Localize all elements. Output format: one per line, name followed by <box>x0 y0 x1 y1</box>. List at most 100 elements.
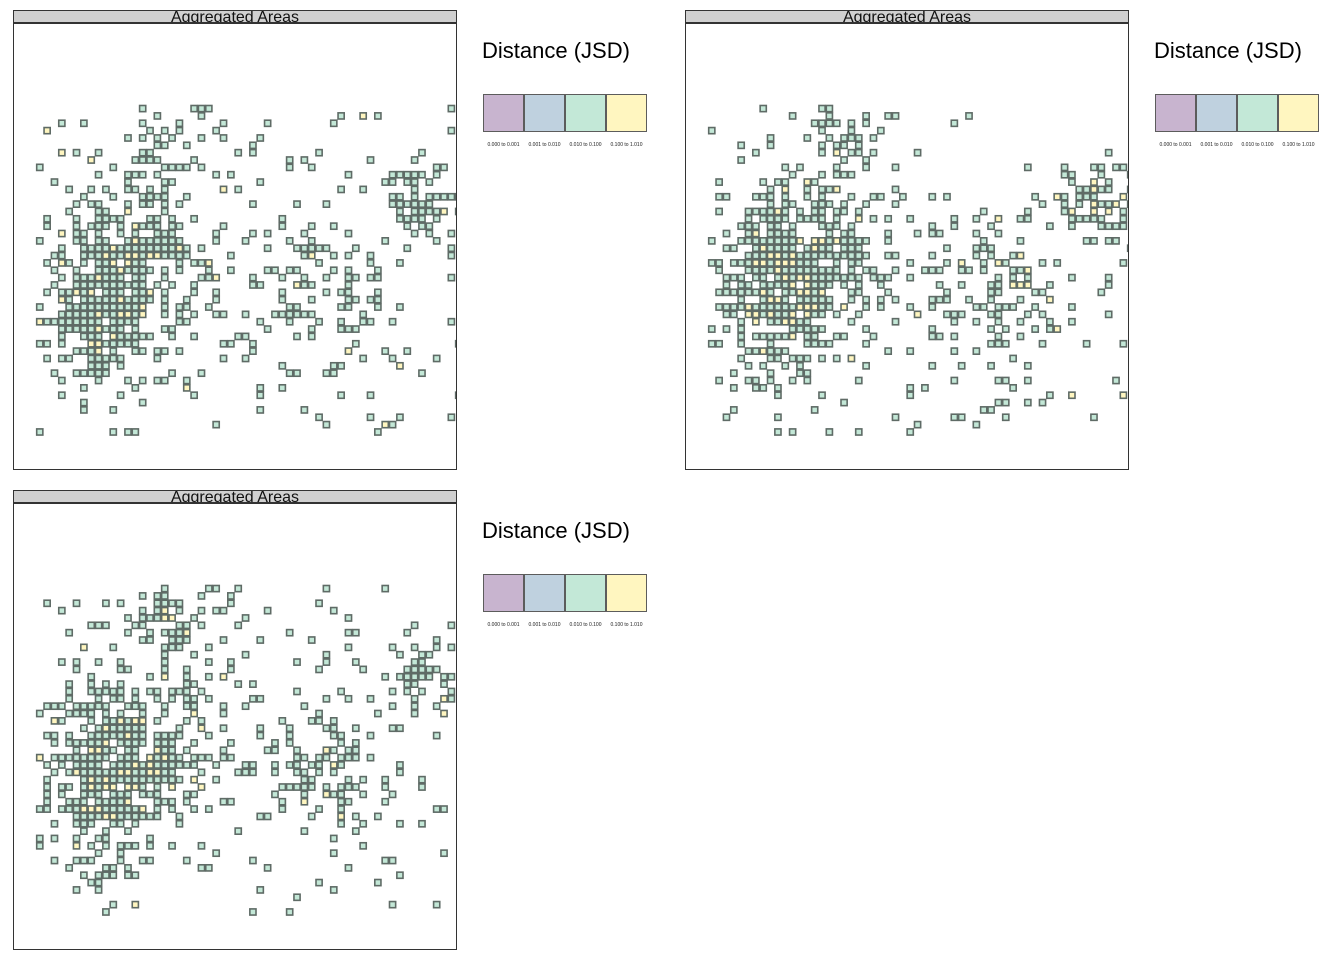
area-cell <box>766 222 775 231</box>
legend-label-class-4: 0.100 to 1.010 <box>610 622 643 628</box>
area-cell <box>80 229 88 238</box>
area-cell <box>175 819 184 828</box>
area-cell <box>138 731 147 740</box>
area-cell <box>737 237 746 245</box>
area-cell <box>876 273 885 282</box>
area-cell <box>124 841 132 850</box>
area-cell <box>43 317 51 326</box>
area-cell <box>972 347 981 355</box>
area-cell <box>256 406 265 414</box>
area-cell <box>344 753 353 762</box>
area-cell <box>744 251 753 260</box>
area-cell <box>832 310 841 319</box>
area-cell <box>94 339 103 348</box>
area-cell <box>168 222 176 231</box>
area-cell <box>788 376 797 385</box>
area-cell <box>1045 391 1054 400</box>
area-cell <box>913 420 922 429</box>
area-cell <box>175 237 184 245</box>
area-cell <box>293 753 301 762</box>
area-cell <box>190 805 199 813</box>
area-cell <box>774 281 782 289</box>
area-cell <box>43 805 51 813</box>
area-cell <box>388 420 397 429</box>
area-cell <box>263 863 272 872</box>
area-cell <box>131 317 140 326</box>
area-cell <box>175 222 184 231</box>
area-cell <box>72 237 81 245</box>
area-cell <box>869 332 878 341</box>
area-cell <box>729 369 738 378</box>
area-cell <box>337 819 345 828</box>
area-cell <box>65 768 74 777</box>
area-cell <box>388 178 397 186</box>
area-cell <box>1068 391 1076 400</box>
area-cell <box>197 592 206 600</box>
area-cell <box>418 775 426 784</box>
area-cell <box>204 259 213 267</box>
area-cell <box>278 310 287 319</box>
area-cell <box>87 702 96 711</box>
area-cell <box>94 317 103 326</box>
area-cell <box>818 288 826 297</box>
area-cell <box>737 222 746 231</box>
area-cell <box>869 214 878 223</box>
area-cell <box>766 237 775 245</box>
area-cell <box>227 658 235 666</box>
area-cell <box>102 266 110 275</box>
area-cell <box>256 391 265 400</box>
area-cell <box>168 628 176 637</box>
area-cell <box>759 192 768 201</box>
area-cell <box>344 783 353 791</box>
area-cell <box>722 244 731 253</box>
area-cell <box>175 347 184 355</box>
area-cell <box>994 281 1003 289</box>
area-cell <box>1009 281 1017 289</box>
area-cell <box>744 214 753 223</box>
area-cell <box>344 325 353 333</box>
area-cell <box>87 709 96 718</box>
area-cell <box>788 251 797 260</box>
area-cell <box>138 812 147 821</box>
area-cell <box>102 841 110 850</box>
area-cell <box>329 761 338 769</box>
area-cell <box>131 229 140 238</box>
area-cell <box>190 281 199 289</box>
area-cell <box>810 178 819 186</box>
area-cell <box>256 812 265 821</box>
area-cell <box>138 281 147 289</box>
area-cell <box>160 614 169 622</box>
area-cell <box>43 783 51 791</box>
area-cell <box>752 288 760 297</box>
area-cell <box>175 126 184 135</box>
area-cell <box>219 354 228 363</box>
area-cell <box>57 783 66 791</box>
area-cell <box>94 281 103 289</box>
area-cell <box>744 259 753 267</box>
area-cell <box>138 592 147 600</box>
area-cell <box>766 332 775 341</box>
area-cell <box>124 295 132 304</box>
area-cell <box>403 170 412 179</box>
area-cell <box>766 310 775 319</box>
area-cell <box>410 200 419 209</box>
area-cell <box>80 237 88 245</box>
area-cell <box>160 606 169 615</box>
area-cell <box>146 214 154 223</box>
area-cell <box>832 354 841 363</box>
area-cell <box>840 156 848 164</box>
area-cell <box>175 244 184 253</box>
area-cell <box>131 739 140 747</box>
area-cell <box>810 214 819 223</box>
area-cell <box>388 900 397 909</box>
area-cell <box>774 273 782 282</box>
area-cell <box>80 244 88 253</box>
area-cell <box>759 361 768 370</box>
area-cell <box>131 288 140 297</box>
area-cell <box>1045 325 1054 333</box>
area-cell <box>94 244 103 253</box>
area-cell <box>153 229 162 238</box>
area-cell <box>396 214 404 223</box>
area-cell <box>72 214 81 223</box>
area-cell <box>109 192 118 201</box>
